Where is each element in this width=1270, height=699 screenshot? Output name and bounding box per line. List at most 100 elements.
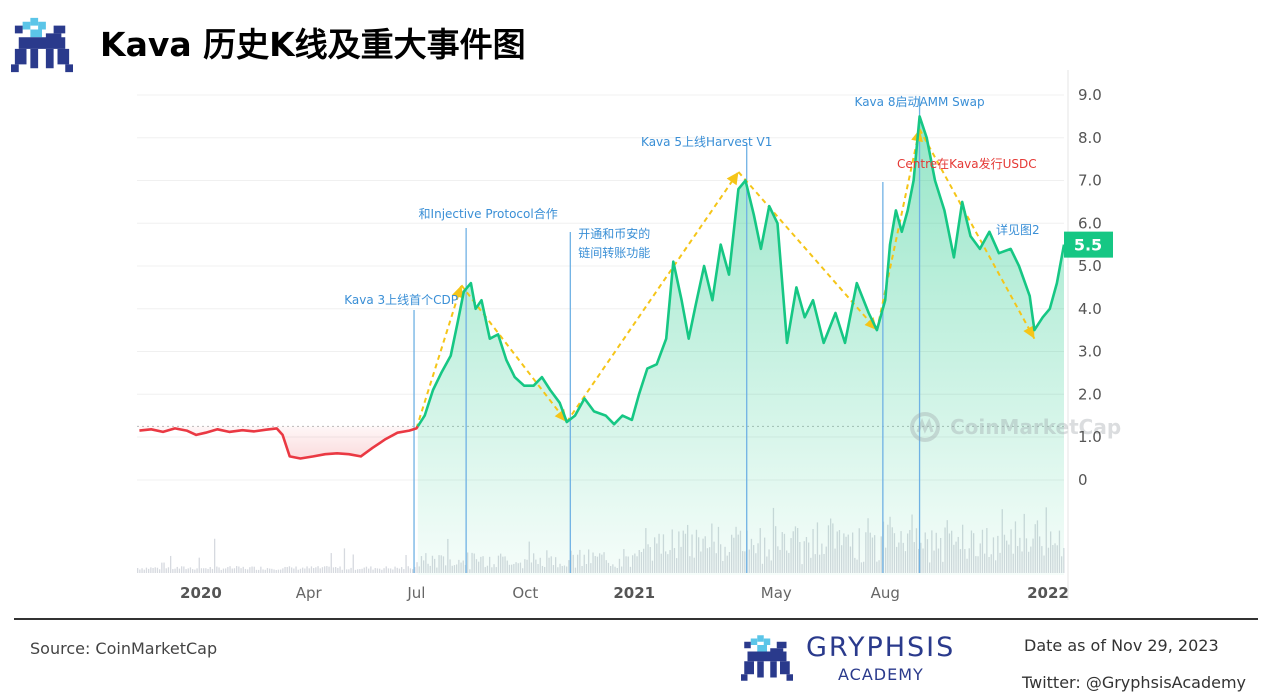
volume-bar bbox=[370, 566, 372, 573]
price-line-up bbox=[416, 115, 1066, 428]
volume-bar bbox=[152, 568, 154, 573]
volume-bar bbox=[141, 568, 143, 573]
volume-bar bbox=[407, 566, 409, 573]
watermark: CoinMarketCap bbox=[910, 412, 1121, 442]
volume-bar bbox=[396, 567, 398, 573]
volume-bar bbox=[229, 566, 231, 573]
volume-bar bbox=[262, 569, 264, 573]
volume-bar bbox=[416, 562, 418, 573]
volume-bar bbox=[392, 569, 394, 573]
volume-bar bbox=[328, 566, 330, 573]
volume-bar bbox=[178, 568, 181, 573]
volume-bar bbox=[361, 568, 363, 573]
volume-bar bbox=[174, 568, 176, 573]
volume-bar bbox=[354, 569, 357, 573]
volume-bar bbox=[357, 569, 359, 573]
x-tick-label: Jul bbox=[406, 584, 425, 602]
volume-bar bbox=[387, 568, 390, 573]
volume-bar bbox=[282, 568, 284, 573]
volume-bar bbox=[181, 566, 183, 573]
volume-bar bbox=[200, 568, 203, 573]
source-label: Source: CoinMarketCap bbox=[30, 639, 218, 658]
volume-bar bbox=[394, 566, 396, 573]
volume-bar bbox=[317, 566, 319, 573]
volume-bar bbox=[324, 566, 326, 573]
price-tag-box bbox=[1064, 231, 1113, 258]
volume-bar bbox=[304, 568, 306, 573]
volume-bar bbox=[222, 568, 225, 573]
volume-bar bbox=[220, 569, 222, 573]
volume-bar bbox=[284, 566, 286, 573]
volume-bar bbox=[258, 569, 260, 573]
volume-bar bbox=[352, 554, 354, 573]
price-line-down bbox=[139, 425, 419, 460]
volume-bar bbox=[176, 566, 178, 573]
volume-bar bbox=[242, 566, 244, 573]
volume-bar bbox=[346, 569, 348, 573]
trend-line bbox=[918, 128, 1036, 340]
volume-bar bbox=[337, 567, 339, 573]
page-title: Kava 历史K线及重大事件图 bbox=[100, 25, 526, 64]
volume-bar bbox=[326, 566, 328, 573]
volume-bar bbox=[148, 568, 150, 573]
volume-bar bbox=[264, 569, 266, 573]
price-area-down bbox=[139, 426, 418, 459]
volume-bar bbox=[310, 566, 313, 573]
volume-bar bbox=[209, 567, 211, 573]
volume-bar bbox=[244, 568, 247, 573]
y-tick-label: 1.0 bbox=[1078, 428, 1102, 446]
event-label: Kava 8启动AMM Swap bbox=[855, 95, 985, 109]
x-tick-label: Oct bbox=[512, 584, 538, 602]
volume-bar bbox=[297, 569, 299, 573]
watermark-icon-inner bbox=[916, 417, 934, 434]
volume-bar bbox=[216, 566, 218, 573]
y-tick-label: 4.0 bbox=[1078, 300, 1102, 318]
y-tick-label: 3.0 bbox=[1078, 343, 1102, 361]
y-tick-label: 5.0 bbox=[1078, 257, 1102, 275]
y-tick-label: 7.0 bbox=[1078, 172, 1102, 190]
volume-bar bbox=[379, 568, 381, 573]
volume-bar bbox=[183, 566, 185, 573]
data-date: Date as of Nov 29, 2023 bbox=[1024, 636, 1219, 655]
volume-bar bbox=[401, 567, 403, 573]
x-tick-label: 2020 bbox=[180, 584, 222, 602]
volume-bar bbox=[381, 569, 383, 573]
trend-line bbox=[415, 284, 463, 429]
volume-bar bbox=[414, 567, 416, 573]
volume-bar bbox=[143, 569, 145, 573]
volume-bar bbox=[240, 568, 242, 573]
volume-bar bbox=[299, 568, 302, 573]
volume-bar bbox=[185, 569, 187, 573]
volume-bar bbox=[161, 562, 163, 573]
volume-bar bbox=[306, 566, 308, 573]
x-axis: 2020 Apr Jul Oct 2021 May Aug 2022 bbox=[180, 584, 1069, 602]
volume-bar bbox=[167, 567, 170, 573]
event-label: 开通和币安的 bbox=[578, 226, 650, 241]
price-tag-label: 5.5 bbox=[1074, 236, 1102, 255]
trend-arrow bbox=[864, 317, 877, 331]
volume-bar bbox=[218, 567, 220, 573]
volume-bar bbox=[385, 566, 387, 573]
volume-bar bbox=[187, 568, 189, 573]
x-tick-label: 2022 bbox=[1027, 584, 1069, 602]
volume-bar bbox=[163, 562, 165, 573]
volume-bar bbox=[277, 569, 280, 573]
volume-bar bbox=[335, 566, 337, 573]
volume-bar bbox=[286, 567, 288, 573]
volume-bar bbox=[225, 568, 227, 573]
volume-bar bbox=[339, 566, 341, 573]
x-tick-label: Apr bbox=[296, 584, 323, 602]
volume-bar bbox=[139, 569, 141, 573]
volume-bar bbox=[198, 557, 200, 573]
volume-bar bbox=[233, 568, 236, 573]
event-label: 链间转账功能 bbox=[578, 245, 650, 260]
trend-line bbox=[875, 128, 921, 331]
y-tick-label: 6.0 bbox=[1078, 214, 1102, 232]
volume-bar bbox=[275, 569, 277, 573]
twitter-handle: Twitter: @GryphsisAcademy bbox=[1022, 673, 1246, 692]
volume-bar bbox=[145, 567, 148, 573]
footer-divider bbox=[14, 618, 1258, 620]
event-label: Centre在Kava发行USDC bbox=[897, 156, 1037, 171]
y-tick-label: 8.0 bbox=[1078, 129, 1102, 147]
